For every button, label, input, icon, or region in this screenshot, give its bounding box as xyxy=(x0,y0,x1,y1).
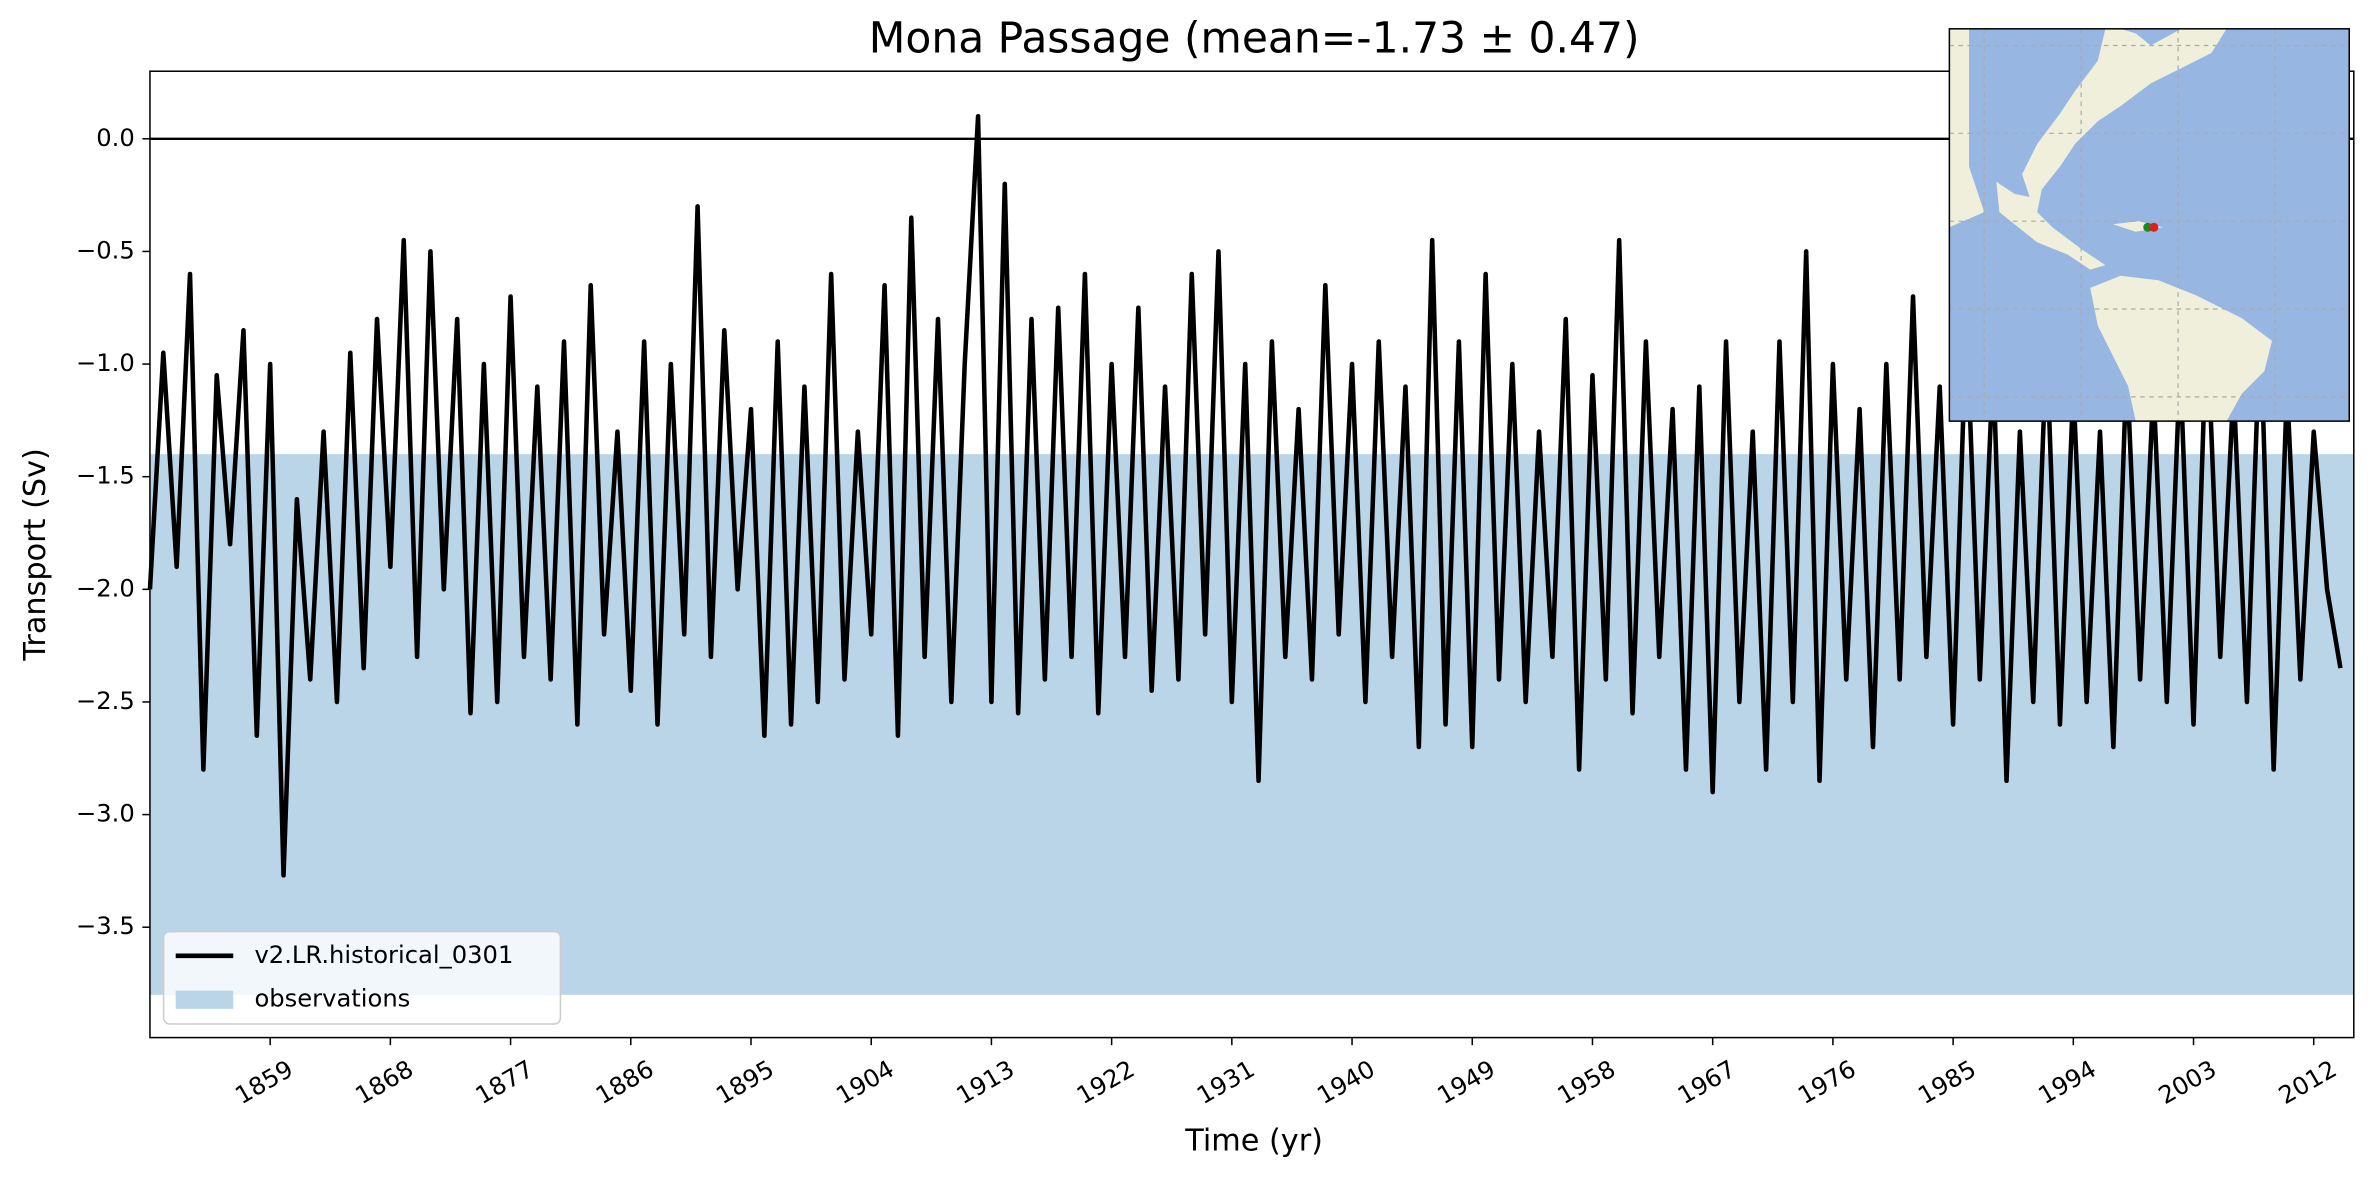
x-tick-label: 2012 xyxy=(2274,1055,2341,1110)
x-tick-label: 1922 xyxy=(1072,1055,1139,1110)
x-tick-label: 1868 xyxy=(351,1055,418,1110)
x-tick-label: 1904 xyxy=(832,1055,899,1110)
x-tick-label: 1994 xyxy=(2034,1055,2101,1110)
map-grid xyxy=(1949,28,2350,422)
y-axis-label: Transport (Sv) xyxy=(18,448,53,662)
x-tick-label: 1877 xyxy=(471,1055,538,1110)
x-tick-label: 1931 xyxy=(1192,1055,1259,1110)
y-tick-label: −2.5 xyxy=(76,687,135,715)
x-tick-label: 1859 xyxy=(230,1055,297,1110)
y-tick-label: −3.5 xyxy=(76,912,135,940)
y-tick-label: −1.5 xyxy=(76,462,135,490)
x-axis-label: Time (yr) xyxy=(1184,1124,1323,1159)
map-frame xyxy=(1948,28,2351,422)
legend-swatch xyxy=(175,990,234,1009)
x-tick-label: 1886 xyxy=(591,1055,658,1110)
x-tick-label: 1949 xyxy=(1433,1055,1500,1110)
map-point xyxy=(2149,222,2159,232)
legend-label: observations xyxy=(254,985,410,1013)
legend-box xyxy=(162,930,562,1025)
chart-title: Mona Passage (mean=-1.73 ± 0.47) xyxy=(869,14,1640,63)
x-tick-label: 1958 xyxy=(1553,1055,1620,1110)
y-tick-label: 0.0 xyxy=(96,124,135,152)
x-tick-label: 1985 xyxy=(1913,1055,1980,1110)
x-tick-label: 2003 xyxy=(2154,1055,2221,1110)
x-tick-label: 1940 xyxy=(1312,1055,1379,1110)
x-tick-label: 1967 xyxy=(1673,1055,1740,1110)
y-tick-label: −1.0 xyxy=(76,349,135,377)
x-tick-label: 1976 xyxy=(1793,1055,1860,1110)
legend-label: v2.LR.historical_0301 xyxy=(254,941,513,969)
legend: v2.LR.historical_0301 observations xyxy=(162,930,562,1025)
y-tick-label: −2.0 xyxy=(76,574,135,602)
x-tick-label: 1913 xyxy=(952,1055,1019,1110)
series-line xyxy=(147,114,2343,878)
y-tick-label: −3.0 xyxy=(76,800,135,828)
inset-map xyxy=(1948,28,2351,422)
x-tick-label: 1895 xyxy=(711,1055,778,1110)
map-land-north xyxy=(1949,28,2227,270)
plot-area: −3.5 −3.0 −2.5 −2.0 −1.5 −1.0 −0.5 0.0 1859 1868 1… xyxy=(76,70,2355,1110)
plot-frame xyxy=(149,70,2355,1039)
y-tick-label: −0.5 xyxy=(76,236,135,264)
map-land-south xyxy=(2090,275,2273,422)
